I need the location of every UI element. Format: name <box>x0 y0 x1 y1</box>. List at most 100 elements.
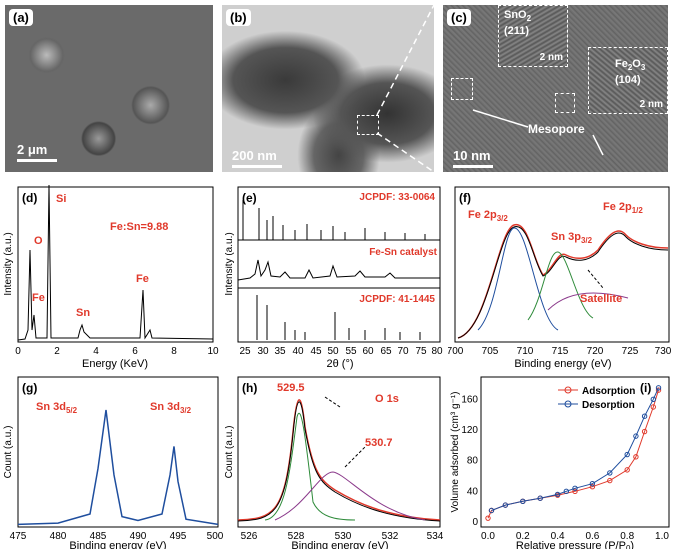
bet-xtick: 0.2 <box>516 531 530 542</box>
bet-point <box>624 451 630 458</box>
o1s-raw <box>237 401 441 522</box>
fe2p-peak1: Fe 2p3/2 <box>468 209 508 223</box>
o1s-peak1: 529.5 <box>277 382 305 394</box>
scale-bar-b <box>232 165 282 168</box>
o1s-envelope <box>237 399 441 521</box>
svg-text:35: 35 <box>274 346 286 357</box>
sn3d-peak1: Sn 3d5/2 <box>36 401 78 415</box>
bet-point <box>485 515 491 521</box>
bet-xtick: 1.0 <box>655 531 669 542</box>
svg-text:532: 532 <box>382 531 399 542</box>
bet-point <box>650 396 657 403</box>
bet-point <box>572 488 578 495</box>
zoom-box-c2 <box>555 93 575 113</box>
bet-point <box>563 488 570 495</box>
eds-ylabel: Intensity (a.u.) <box>3 232 14 295</box>
fe2p-xticks: 700 705 710 715 720 725 730 <box>448 346 672 357</box>
scale-bar-c <box>453 165 493 168</box>
bet-xtick: 0.0 <box>481 531 495 542</box>
bet-point <box>572 485 578 491</box>
zoom-box-b <box>357 115 379 135</box>
svg-text:475: 475 <box>10 531 27 542</box>
svg-text:534: 534 <box>427 531 444 542</box>
svg-text:70: 70 <box>397 346 409 357</box>
svg-text:725: 725 <box>622 346 639 357</box>
xps-fe2p: (f) Fe 2p3/2 Sn 3p3/2 Fe 2p1/2 Satellite… <box>448 186 672 370</box>
svg-text:Adsorption: Adsorption <box>582 386 635 397</box>
bet-point <box>537 495 543 501</box>
o1s-arrow2 <box>344 446 366 468</box>
svg-text:700: 700 <box>448 346 464 357</box>
hrtem-image: (c) SnO2 (211) 2 nm Fe2O3 (104) 2 nm Mesop… <box>443 5 668 172</box>
sn3d-xticks: 475 480 485 490 495 500 <box>10 531 224 542</box>
bet-point <box>650 404 657 410</box>
scale-text-a: 2 μm <box>17 142 48 157</box>
svg-text:495: 495 <box>170 531 187 542</box>
o1s-fit2 <box>274 471 426 521</box>
svg-text:715: 715 <box>552 346 569 357</box>
eds-xticks: 0 2 4 6 8 10 <box>15 346 219 357</box>
fe2p-raw <box>457 226 669 339</box>
inset-sno2-label: SnO2 (211) <box>504 9 532 38</box>
svg-text:8: 8 <box>171 346 177 357</box>
svg-text:30: 30 <box>257 346 269 357</box>
svg-text:60: 60 <box>362 346 374 357</box>
o1s-peak2: 530.7 <box>365 437 393 449</box>
sn3d-xlabel: Binding energy (eV) <box>69 540 166 549</box>
bet-point <box>589 484 596 490</box>
bet-ytick: 160 <box>461 394 478 405</box>
svg-text:480: 480 <box>50 531 67 542</box>
svg-text:6: 6 <box>132 346 138 357</box>
panel-label-c: (c) <box>447 9 471 26</box>
svg-text:530: 530 <box>335 531 352 542</box>
inset-fe2o3-label: Fe2O3 (104) <box>615 58 646 87</box>
mesopore-label: Mesopore <box>528 122 585 136</box>
xps-o1s: (h) O 1s 529.5 530.7 526 528 530 532 534 B… <box>225 376 444 549</box>
bet-point <box>607 470 613 476</box>
bet-xlabel: Relative pressure (P/P0) <box>516 540 634 549</box>
panel-label-f: (f) <box>459 191 471 205</box>
sem-image: (a) 2 μm <box>5 5 213 172</box>
panel-label-i: (i) <box>640 381 651 395</box>
svg-text:730: 730 <box>655 346 672 357</box>
inset-sno2-scale: 2 nm <box>539 52 563 63</box>
eds-peak-sn: Sn <box>76 307 90 319</box>
eds-spectrum: (d) O Fe Si Sn Fe Fe:Sn=9.88 0 2 4 6 8 1… <box>3 184 219 370</box>
bet-xticks: 0.0 0.2 0.4 0.6 0.8 1.0 <box>481 531 669 542</box>
o1s-fit1 <box>264 412 356 521</box>
tem-image-low: (b) 200 nm <box>222 5 434 172</box>
scale-bar-a <box>17 159 57 162</box>
eds-peak-fe1: Fe <box>32 292 45 304</box>
svg-text:705: 705 <box>482 346 499 357</box>
bet-point <box>633 454 639 460</box>
inset-fe2o3-scale: 2 nm <box>639 99 663 110</box>
bet-point <box>589 480 596 487</box>
scale-text-b: 200 nm <box>232 148 277 163</box>
fe2p-bg <box>547 292 629 311</box>
inset-sno2: SnO2 (211) 2 nm <box>498 5 568 67</box>
satellite-arrow <box>587 269 604 289</box>
svg-text:500: 500 <box>207 531 224 542</box>
xrd-ref2-label: JCPDF: 41-1445 <box>359 294 435 305</box>
eds-xlabel: Energy (KeV) <box>82 358 148 370</box>
svg-text:528: 528 <box>288 531 305 542</box>
bet-isotherm: (i) Adsorption Desorption 0.0 0.2 0.4 0.6 0.… <box>450 376 670 549</box>
bet-xtick: 0.8 <box>620 531 634 542</box>
bet-point <box>607 477 613 484</box>
eds-ratio: Fe:Sn=9.88 <box>110 221 168 233</box>
fe2p-xlabel: Binding energy (eV) <box>514 358 611 370</box>
xrd-ref2-lines <box>256 295 421 340</box>
svg-text:65: 65 <box>380 346 392 357</box>
xps-sn3d: (g) Sn 3d5/2 Sn 3d3/2 475 480 485 490 495 5… <box>3 376 224 549</box>
bet-ylabel: Volume adsorbed (cm³ g⁻¹) <box>450 392 461 513</box>
svg-text:75: 75 <box>415 346 427 357</box>
bet-ytick: 80 <box>467 456 479 467</box>
svg-text:2: 2 <box>54 346 60 357</box>
zoom-box-c1 <box>451 78 473 100</box>
svg-text:45: 45 <box>310 346 322 357</box>
svg-text:0: 0 <box>15 346 21 357</box>
svg-text:25: 25 <box>239 346 251 357</box>
eds-peak-o: O <box>34 235 43 247</box>
zoom-lines <box>376 5 434 172</box>
svg-text:80: 80 <box>431 346 443 357</box>
